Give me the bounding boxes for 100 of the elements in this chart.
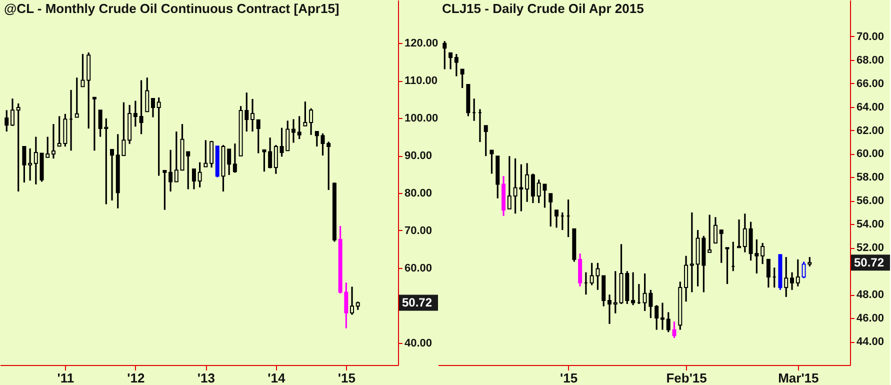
candlestick bbox=[760, 242, 765, 265]
y-tick-label: 56.00 bbox=[856, 195, 884, 208]
candlestick bbox=[578, 252, 582, 288]
text: 50.72 bbox=[402, 296, 432, 310]
candlestick bbox=[314, 130, 319, 148]
candlestick bbox=[631, 271, 636, 306]
candlestick bbox=[725, 246, 730, 285]
candlestick bbox=[22, 146, 26, 184]
candlestick bbox=[490, 149, 494, 174]
candlestick bbox=[525, 162, 530, 203]
candlestick bbox=[690, 212, 694, 294]
candlestick bbox=[507, 155, 512, 210]
candlestick bbox=[297, 115, 302, 140]
candlestick bbox=[145, 76, 150, 112]
candlestick bbox=[268, 136, 272, 170]
y-tick-label: 90.00 bbox=[404, 150, 432, 162]
y-tick-label: 48.00 bbox=[856, 289, 884, 302]
candlestick bbox=[256, 119, 260, 154]
candlestick bbox=[766, 258, 770, 288]
y-tick-label: 100.00 bbox=[404, 112, 438, 125]
candlestick bbox=[350, 286, 354, 316]
candlestick bbox=[713, 216, 718, 244]
candlestick bbox=[654, 304, 659, 331]
candlestick bbox=[790, 271, 794, 291]
candlestick bbox=[719, 229, 724, 264]
y-tick-label: 40.00 bbox=[404, 337, 432, 350]
candlestick bbox=[80, 53, 85, 88]
y-tick-label: 54.00 bbox=[856, 218, 884, 231]
candlestick bbox=[10, 98, 14, 127]
x-tick-label: '13 bbox=[197, 370, 215, 385]
candlestick bbox=[784, 256, 788, 298]
candlestick bbox=[737, 218, 742, 248]
y-tick-label: 80.00 bbox=[404, 187, 432, 200]
x-tick-label: '15 bbox=[560, 370, 578, 385]
candlestick bbox=[34, 136, 38, 186]
y-tick-label: 60.00 bbox=[404, 262, 432, 274]
candlestick bbox=[484, 124, 488, 157]
candlestick bbox=[174, 130, 178, 183]
text: 50.72 bbox=[854, 256, 884, 270]
candlestick bbox=[742, 212, 747, 254]
candlestick bbox=[708, 214, 712, 254]
candlestick bbox=[554, 209, 559, 228]
candlestick bbox=[250, 98, 255, 132]
candlestick bbox=[530, 172, 535, 204]
candlestick bbox=[613, 270, 618, 314]
candlestick bbox=[227, 148, 232, 176]
candlestick bbox=[51, 123, 56, 160]
candlestick bbox=[796, 258, 800, 288]
candlestick bbox=[454, 53, 458, 78]
y-tick-label: 110.00 bbox=[404, 75, 438, 88]
candlestick bbox=[110, 148, 114, 202]
y-tick-label: 52.00 bbox=[856, 242, 884, 254]
y-tick-label: 66.00 bbox=[856, 78, 884, 90]
x-tick-label: '11 bbox=[57, 370, 74, 385]
candlestick bbox=[210, 140, 214, 168]
x-tick-label: Feb'15 bbox=[666, 370, 707, 385]
x-tick-label: '14 bbox=[268, 370, 286, 385]
candlestick bbox=[16, 102, 20, 192]
candlestick bbox=[232, 142, 237, 174]
y-tick-label: 70.00 bbox=[856, 30, 884, 43]
x-tick-label: '15 bbox=[338, 370, 356, 385]
candlestick bbox=[198, 161, 202, 188]
y-tick-label: 68.00 bbox=[856, 54, 884, 66]
candlestick bbox=[74, 76, 79, 118]
candlestick bbox=[460, 68, 464, 89]
candlestick bbox=[548, 192, 553, 228]
candlestick bbox=[192, 168, 196, 190]
y-tick-label: 64.00 bbox=[856, 101, 884, 114]
y-tick-label: 70.00 bbox=[404, 224, 432, 237]
candlestick bbox=[291, 118, 296, 144]
y-tick-label: 62.00 bbox=[856, 124, 884, 137]
candlestick bbox=[274, 144, 278, 175]
candlestick bbox=[28, 148, 32, 182]
candlestick bbox=[303, 100, 308, 127]
x-tick-label: '12 bbox=[127, 370, 145, 385]
candlestick bbox=[204, 139, 208, 168]
x-tick-label: Mar'15 bbox=[778, 370, 819, 385]
candlestick bbox=[156, 96, 161, 177]
y-tick-label: 46.00 bbox=[856, 312, 884, 325]
y-tick-label: 58.00 bbox=[856, 172, 884, 184]
candlestick bbox=[133, 100, 138, 128]
candlestick bbox=[660, 302, 664, 331]
candlestick bbox=[309, 108, 314, 136]
candlestick bbox=[442, 40, 447, 70]
candlestick bbox=[139, 79, 144, 135]
y-tick-label: 120.00 bbox=[404, 38, 438, 50]
chart-title: CLJ15 - Daily Crude Oil Apr 2015 bbox=[442, 1, 644, 16]
chart-title: @CL - Monthly Crude Oil Continuous Contract [Apr15] bbox=[4, 1, 340, 16]
candlestick bbox=[448, 52, 453, 70]
y-tick-label: 60.00 bbox=[856, 148, 884, 160]
candlestick bbox=[684, 255, 688, 302]
candlestick bbox=[150, 98, 155, 118]
candlestick bbox=[4, 109, 9, 132]
candlestick bbox=[666, 311, 670, 333]
candlestick bbox=[162, 170, 167, 211]
y-tick-label: 44.00 bbox=[856, 336, 884, 348]
candlestick bbox=[608, 294, 612, 325]
candlestick bbox=[168, 149, 173, 192]
candlestick bbox=[92, 96, 96, 152]
candlestick bbox=[672, 320, 676, 339]
